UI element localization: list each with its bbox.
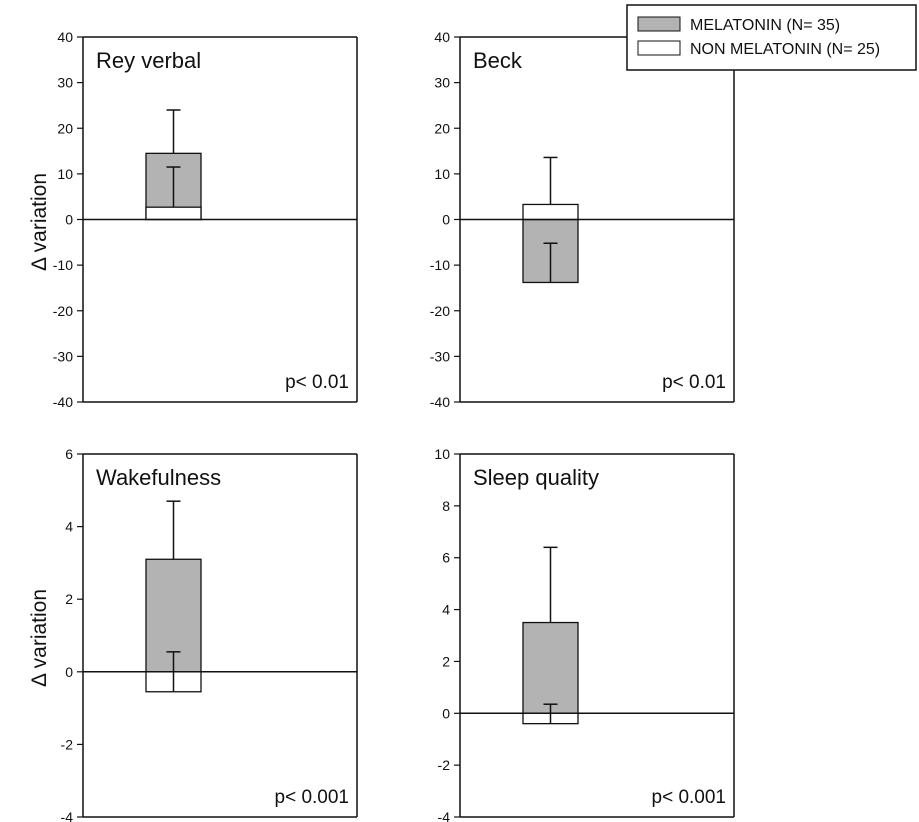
panel-sleep-quality: -4 -2 0 2 4 6 8 10 Sleep quality p< 0.001 xyxy=(434,446,735,822)
y-axis-label-top: Δ variation xyxy=(28,173,51,271)
bar-non-melatonin xyxy=(522,203,579,221)
y-tick-label: -40 xyxy=(53,394,73,410)
p-value-label: p< 0.01 xyxy=(285,372,349,393)
panel-rey-verbal: -40 -30 -20 -10 0 10 20 30 40 Rey verbal p< 0.01 xyxy=(53,29,358,410)
panel-title: Sleep quality xyxy=(473,465,599,490)
y-tick-label: 10 xyxy=(57,166,73,182)
y-tick-label: 0 xyxy=(65,664,73,680)
y-tick-label: -2 xyxy=(61,736,74,752)
legend: MELATONIN (N= 35) NON MELATONIN (N= 25) xyxy=(626,4,917,71)
y-tick-label: 20 xyxy=(434,120,450,136)
p-value-label: p< 0.001 xyxy=(652,787,727,808)
y-axis-label-bottom: Δ variation xyxy=(28,589,51,687)
y-tick-label: 2 xyxy=(65,591,73,607)
legend-label-non-melatonin: NON MELATONIN (N= 25) xyxy=(690,41,880,58)
y-tick-label: 20 xyxy=(57,120,73,136)
y-tick-label: 2 xyxy=(442,653,450,669)
y-tick-label: 4 xyxy=(442,602,450,618)
y-tick-label: -4 xyxy=(438,809,451,822)
y-tick-label: 10 xyxy=(434,446,450,462)
y-tick-label: -30 xyxy=(430,348,450,364)
bar-non-melatonin xyxy=(145,206,202,221)
y-tick-label: -2 xyxy=(438,757,451,773)
y-tick-label: -10 xyxy=(430,257,450,273)
p-value-label: p< 0.01 xyxy=(662,372,726,393)
panel-title: Wakefulness xyxy=(96,465,221,490)
panel-beck: -40 -30 -20 -10 0 10 20 30 40 Beck p< 0.01 xyxy=(430,29,735,410)
y-tick-label: 30 xyxy=(434,75,450,91)
y-tick-label: -4 xyxy=(61,809,74,822)
legend-swatch-melatonin xyxy=(637,16,681,32)
legend-box xyxy=(626,4,917,71)
y-tick-label: 0 xyxy=(442,212,450,228)
y-tick-label: -10 xyxy=(53,257,73,273)
y-tick-label: 6 xyxy=(65,446,73,462)
y-tick-label: 6 xyxy=(442,550,450,566)
legend-swatch-non-melatonin xyxy=(637,40,681,56)
y-tick-label: 4 xyxy=(65,519,73,535)
y-tick-label: -40 xyxy=(430,394,450,410)
y-tick-label: -20 xyxy=(53,303,73,319)
legend-label-melatonin: MELATONIN (N= 35) xyxy=(690,17,840,34)
y-tick-label: 0 xyxy=(65,212,73,228)
y-tick-label: 30 xyxy=(57,75,73,91)
y-tick-label: 40 xyxy=(434,29,450,45)
y-tick-label: -30 xyxy=(53,348,73,364)
y-tick-label: -20 xyxy=(430,303,450,319)
y-tick-label: 8 xyxy=(442,498,450,514)
panel-title: Rey verbal xyxy=(96,48,201,73)
panel-title: Beck xyxy=(473,48,523,73)
y-tick-label: 40 xyxy=(57,29,73,45)
panel-wakefulness: -4 -2 0 2 4 6 Wakefulness p< 0.001 xyxy=(61,446,358,822)
y-tick-label: 0 xyxy=(442,705,450,721)
y-tick-label: 10 xyxy=(434,166,450,182)
p-value-label: p< 0.001 xyxy=(275,787,350,808)
bar-melatonin xyxy=(522,621,579,714)
